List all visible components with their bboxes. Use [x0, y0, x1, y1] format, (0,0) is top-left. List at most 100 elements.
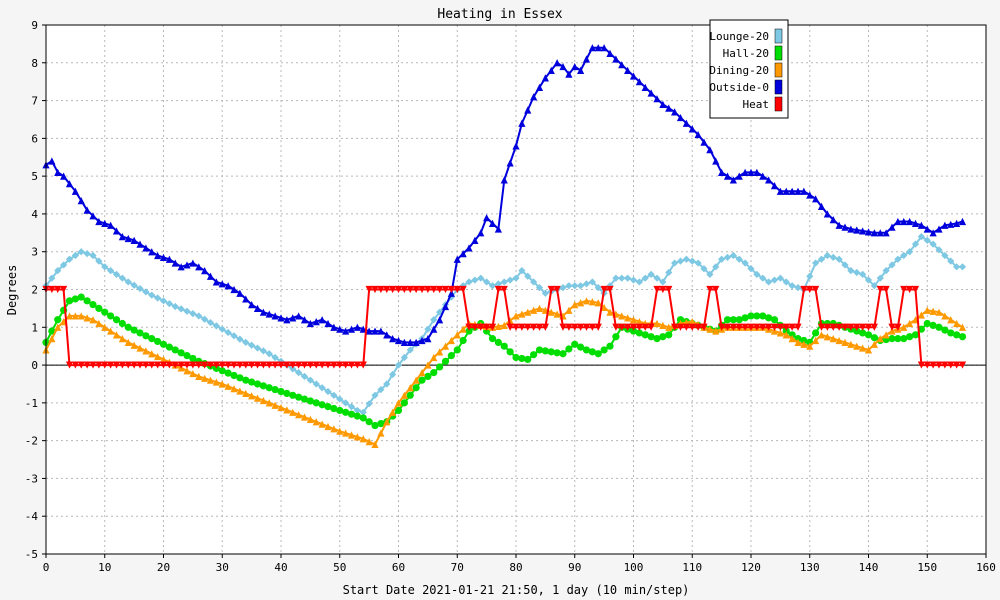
- lounge-20-point: [659, 278, 667, 286]
- hall-20-point: [406, 391, 414, 399]
- heat-point: [488, 323, 497, 331]
- heat-point: [406, 285, 414, 294]
- hall-20-point: [612, 333, 620, 341]
- hall-20-point: [541, 347, 549, 355]
- heat-point: [941, 361, 949, 369]
- hall-20-point: [306, 397, 314, 405]
- lounge-20-point: [788, 282, 796, 290]
- heat-point: [494, 285, 502, 294]
- lounge-20-point: [118, 274, 126, 282]
- hall-20-point: [54, 316, 62, 324]
- series-outside-0: [42, 44, 967, 346]
- dining-20-point: [506, 317, 514, 325]
- outside-0-point: [577, 66, 585, 74]
- hall-20-point: [577, 343, 585, 351]
- hall-20-point: [947, 329, 955, 337]
- outside-0-point: [582, 55, 591, 63]
- x-tick-label: 40: [274, 561, 287, 574]
- legend-swatch-lounge-20: [774, 28, 783, 44]
- heat-point: [430, 285, 438, 294]
- outside-0-point: [89, 212, 97, 220]
- heat-point: [83, 361, 91, 369]
- heat-point: [300, 361, 309, 369]
- outside-0-point: [847, 225, 855, 233]
- outside-0-point: [765, 176, 773, 184]
- hall-20-point: [418, 376, 426, 384]
- outside-0-point: [218, 280, 226, 288]
- hall-20-point: [729, 316, 737, 324]
- lounge-20-point: [83, 250, 91, 258]
- heat-point: [483, 323, 491, 331]
- lounge-20-point: [671, 259, 679, 267]
- dining-20-point: [606, 308, 614, 316]
- outside-0-point: [624, 66, 632, 74]
- outside-0-point: [453, 255, 461, 263]
- lounge-20-point: [212, 322, 220, 330]
- lounge-20-point: [647, 270, 655, 278]
- lounge-20-point: [236, 335, 244, 343]
- lounge-20-point: [394, 361, 403, 369]
- hall-20-point: [365, 418, 373, 426]
- dining-20-point: [835, 336, 843, 345]
- outside-0-point: [718, 168, 726, 176]
- lounge-20-point: [271, 353, 279, 362]
- lounge-20-point: [312, 380, 320, 388]
- lounge-20-point: [347, 403, 356, 411]
- lounge-20-point: [629, 276, 638, 284]
- dining-20-point: [635, 318, 643, 326]
- outside-0-point: [130, 236, 138, 244]
- outside-0-point: [500, 176, 508, 184]
- heat-point: [324, 361, 332, 369]
- lounge-20-point: [676, 257, 685, 265]
- outside-0-point: [841, 223, 849, 231]
- heat-point: [118, 361, 126, 369]
- outside-0-point: [547, 66, 555, 74]
- lounge-20-point: [430, 316, 438, 324]
- dining-20-point: [941, 312, 949, 320]
- dining-20-point: [383, 418, 391, 426]
- heat-point: [882, 285, 890, 294]
- heat-point: [65, 361, 74, 369]
- outside-0-point: [682, 119, 690, 127]
- y-tick-label: 8: [31, 57, 38, 70]
- outside-0-point: [107, 221, 115, 229]
- heat-point: [424, 285, 432, 294]
- outside-0-point: [488, 219, 497, 227]
- dining-20-point: [829, 335, 837, 343]
- heat-point: [506, 323, 514, 331]
- heat-point: [530, 323, 538, 331]
- heat-point: [277, 361, 285, 369]
- lounge-20-point: [142, 288, 150, 296]
- outside-0-point: [712, 157, 720, 165]
- hall-20-point: [770, 316, 779, 324]
- lounge-20-point: [888, 261, 896, 269]
- lounge-20-point: [518, 267, 526, 275]
- heat-point: [112, 361, 121, 369]
- lounge-20-point: [682, 255, 690, 263]
- outside-0-point: [253, 304, 262, 312]
- heat-point: [647, 323, 655, 331]
- legend-label-outside-0: Outside-0: [709, 81, 769, 94]
- outside-0-point: [54, 168, 62, 176]
- lounge-20-point: [201, 315, 209, 323]
- hall-20-point: [530, 351, 538, 359]
- hall-20-point: [812, 329, 820, 337]
- lounge-20-point: [512, 274, 520, 282]
- lounge-20-point: [665, 268, 673, 277]
- lounge-20-point: [571, 282, 579, 290]
- outside-0-point: [412, 338, 420, 346]
- hall-20-point: [71, 295, 79, 303]
- heat-point: [259, 361, 267, 369]
- outside-0-point: [659, 100, 667, 108]
- heat-point: [829, 323, 837, 331]
- lounge-20-point: [371, 391, 379, 399]
- dining-20-point: [418, 369, 426, 377]
- lounge-20-point: [524, 272, 532, 280]
- lounge-20-point: [95, 257, 103, 265]
- outside-0-point: [506, 159, 514, 167]
- legend-swatch-heat: [774, 96, 783, 112]
- heat-point: [107, 361, 115, 369]
- heat-point: [95, 361, 103, 369]
- outside-0-point: [347, 325, 356, 333]
- heat-point: [371, 285, 379, 294]
